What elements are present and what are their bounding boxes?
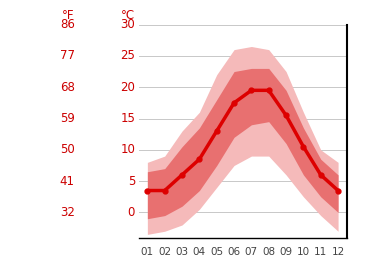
Text: 0: 0 <box>128 206 135 219</box>
Text: 59: 59 <box>60 112 75 125</box>
Text: 5: 5 <box>128 175 135 188</box>
Text: 50: 50 <box>60 143 75 156</box>
Text: °C: °C <box>121 9 135 22</box>
Text: °F: °F <box>62 9 75 22</box>
Text: 10: 10 <box>120 143 135 156</box>
Text: 30: 30 <box>120 18 135 31</box>
Text: 77: 77 <box>60 49 75 63</box>
Text: 41: 41 <box>60 175 75 188</box>
Text: 86: 86 <box>60 18 75 31</box>
Text: 32: 32 <box>60 206 75 219</box>
Text: 15: 15 <box>120 112 135 125</box>
Text: 25: 25 <box>120 49 135 63</box>
Text: 20: 20 <box>120 81 135 94</box>
Text: 68: 68 <box>60 81 75 94</box>
